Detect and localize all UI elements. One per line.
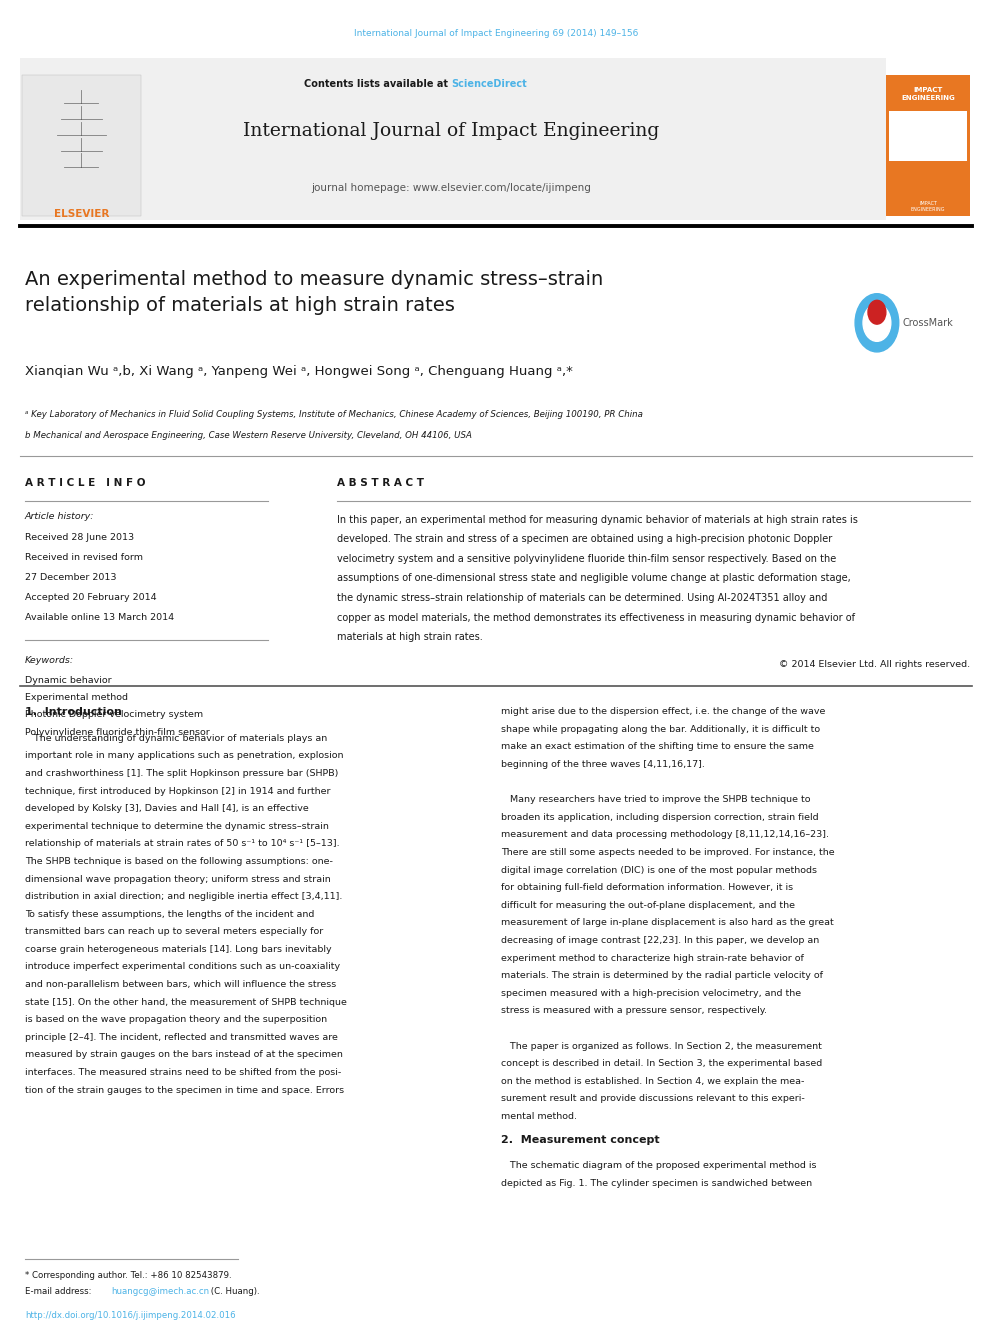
Text: interfaces. The measured strains need to be shifted from the posi-: interfaces. The measured strains need to… xyxy=(25,1068,341,1077)
Text: broaden its application, including dispersion correction, strain field: broaden its application, including dispe… xyxy=(501,812,818,822)
Text: Keywords:: Keywords: xyxy=(25,656,74,665)
Text: dimensional wave propagation theory; uniform stress and strain: dimensional wave propagation theory; uni… xyxy=(25,875,330,884)
Text: International Journal of Impact Engineering 69 (2014) 149–156: International Journal of Impact Engineer… xyxy=(354,29,638,38)
Text: difficult for measuring the out-of-plane displacement, and the: difficult for measuring the out-of-plane… xyxy=(501,901,795,910)
Text: measured by strain gauges on the bars instead of at the specimen: measured by strain gauges on the bars in… xyxy=(25,1050,342,1060)
Text: Many researchers have tried to improve the SHPB technique to: Many researchers have tried to improve t… xyxy=(501,795,810,804)
Text: Xianqian Wu ᵃ,b, Xi Wang ᵃ, Yanpeng Wei ᵃ, Hongwei Song ᵃ, Chenguang Huang ᵃ,*: Xianqian Wu ᵃ,b, Xi Wang ᵃ, Yanpeng Wei … xyxy=(25,365,572,378)
Text: A B S T R A C T: A B S T R A C T xyxy=(337,478,425,488)
Text: (C. Huang).: (C. Huang). xyxy=(208,1287,260,1297)
Text: 2.  Measurement concept: 2. Measurement concept xyxy=(501,1135,660,1144)
Text: Received 28 June 2013: Received 28 June 2013 xyxy=(25,533,134,542)
Text: The understanding of dynamic behavior of materials plays an: The understanding of dynamic behavior of… xyxy=(25,734,327,742)
Text: http://dx.doi.org/10.1016/j.ijimpeng.2014.02.016: http://dx.doi.org/10.1016/j.ijimpeng.201… xyxy=(25,1311,235,1320)
Text: A R T I C L E   I N F O: A R T I C L E I N F O xyxy=(25,478,145,488)
Text: measurement and data processing methodology [8,11,12,14,16–23].: measurement and data processing methodol… xyxy=(501,831,829,840)
Text: copper as model materials, the method demonstrates its effectiveness in measurin: copper as model materials, the method de… xyxy=(337,613,855,623)
Text: Dynamic behavior: Dynamic behavior xyxy=(25,676,111,685)
Text: coarse grain heterogeneous materials [14]. Long bars inevitably: coarse grain heterogeneous materials [14… xyxy=(25,945,331,954)
Text: IMPACT
ENGINEERING: IMPACT ENGINEERING xyxy=(911,201,945,212)
Text: The paper is organized as follows. In Section 2, the measurement: The paper is organized as follows. In Se… xyxy=(501,1041,821,1050)
Text: huangcg@imech.ac.cn: huangcg@imech.ac.cn xyxy=(111,1287,209,1297)
Text: specimen measured with a high-precision velocimetry, and the: specimen measured with a high-precision … xyxy=(501,988,802,998)
Text: developed by Kolsky [3], Davies and Hall [4], is an effective: developed by Kolsky [3], Davies and Hall… xyxy=(25,804,309,814)
Text: experiment method to characterize high strain-rate behavior of: experiment method to characterize high s… xyxy=(501,954,804,963)
Bar xyxy=(20,58,886,220)
Text: the dynamic stress–strain relationship of materials can be determined. Using Al-: the dynamic stress–strain relationship o… xyxy=(337,593,827,603)
Text: © 2014 Elsevier Ltd. All rights reserved.: © 2014 Elsevier Ltd. All rights reserved… xyxy=(779,660,970,668)
Text: stress is measured with a pressure sensor, respectively.: stress is measured with a pressure senso… xyxy=(501,1007,767,1016)
Text: concept is described in detail. In Section 3, the experimental based: concept is described in detail. In Secti… xyxy=(501,1060,822,1068)
Text: experimental technique to determine the dynamic stress–strain: experimental technique to determine the … xyxy=(25,822,328,831)
Text: Photonic Doppler velocimetry system: Photonic Doppler velocimetry system xyxy=(25,710,203,720)
Text: might arise due to the dispersion effect, i.e. the change of the wave: might arise due to the dispersion effect… xyxy=(501,708,825,716)
Text: IMPACT
ENGINEERING: IMPACT ENGINEERING xyxy=(901,87,955,101)
Circle shape xyxy=(863,304,891,341)
Text: beginning of the three waves [4,11,16,17].: beginning of the three waves [4,11,16,17… xyxy=(501,759,705,769)
Text: materials at high strain rates.: materials at high strain rates. xyxy=(337,632,483,642)
Text: journal homepage: www.elsevier.com/locate/ijimpeng: journal homepage: www.elsevier.com/locat… xyxy=(311,183,591,193)
Circle shape xyxy=(868,300,886,324)
Text: CrossMark: CrossMark xyxy=(903,318,953,328)
Text: assumptions of one-dimensional stress state and negligible volume change at plas: assumptions of one-dimensional stress st… xyxy=(337,573,851,583)
Text: Accepted 20 February 2014: Accepted 20 February 2014 xyxy=(25,593,157,602)
Text: introduce imperfect experimental conditions such as un-coaxiality: introduce imperfect experimental conditi… xyxy=(25,962,340,971)
Text: b Mechanical and Aerospace Engineering, Case Western Reserve University, Clevela: b Mechanical and Aerospace Engineering, … xyxy=(25,431,471,441)
Text: surement result and provide discussions relevant to this experi-: surement result and provide discussions … xyxy=(501,1094,805,1103)
Text: for obtaining full-field deformation information. However, it is: for obtaining full-field deformation inf… xyxy=(501,884,793,892)
Text: Article history:: Article history: xyxy=(25,512,94,521)
Text: important role in many applications such as penetration, explosion: important role in many applications such… xyxy=(25,751,343,761)
Text: is based on the wave propagation theory and the superposition: is based on the wave propagation theory … xyxy=(25,1015,327,1024)
Text: distribution in axial direction; and negligible inertia effect [3,4,11].: distribution in axial direction; and neg… xyxy=(25,892,342,901)
Text: The SHPB technique is based on the following assumptions: one-: The SHPB technique is based on the follo… xyxy=(25,857,332,867)
Text: tion of the strain gauges to the specimen in time and space. Errors: tion of the strain gauges to the specime… xyxy=(25,1086,344,1094)
Circle shape xyxy=(855,294,899,352)
Text: state [15]. On the other hand, the measurement of SHPB technique: state [15]. On the other hand, the measu… xyxy=(25,998,346,1007)
Text: shape while propagating along the bar. Additionally, it is difficult to: shape while propagating along the bar. A… xyxy=(501,725,820,734)
Text: 1.  Introduction: 1. Introduction xyxy=(25,708,122,717)
Text: make an exact estimation of the shifting time to ensure the same: make an exact estimation of the shifting… xyxy=(501,742,813,751)
Text: velocimetry system and a sensitive polyvinylidene fluoride thin-film sensor resp: velocimetry system and a sensitive polyv… xyxy=(337,554,836,564)
Text: In this paper, an experimental method for measuring dynamic behavior of material: In this paper, an experimental method fo… xyxy=(337,515,858,525)
Text: Experimental method: Experimental method xyxy=(25,693,128,703)
Bar xyxy=(886,75,970,216)
Text: There are still some aspects needed to be improved. For instance, the: There are still some aspects needed to b… xyxy=(501,848,834,857)
Text: To satisfy these assumptions, the lengths of the incident and: To satisfy these assumptions, the length… xyxy=(25,910,314,918)
Text: ᵃ Key Laboratory of Mechanics in Fluid Solid Coupling Systems, Institute of Mech: ᵃ Key Laboratory of Mechanics in Fluid S… xyxy=(25,410,643,419)
Text: mental method.: mental method. xyxy=(501,1111,577,1121)
Text: depicted as Fig. 1. The cylinder specimen is sandwiched between: depicted as Fig. 1. The cylinder specime… xyxy=(501,1179,812,1188)
Text: decreasing of image contrast [22,23]. In this paper, we develop an: decreasing of image contrast [22,23]. In… xyxy=(501,935,819,945)
Text: digital image correlation (DIC) is one of the most popular methods: digital image correlation (DIC) is one o… xyxy=(501,865,817,875)
Text: technique, first introduced by Hopkinson [2] in 1914 and further: technique, first introduced by Hopkinson… xyxy=(25,786,330,795)
Text: ELSEVIER: ELSEVIER xyxy=(54,209,109,220)
Text: ScienceDirect: ScienceDirect xyxy=(451,79,527,90)
Text: on the method is established. In Section 4, we explain the mea-: on the method is established. In Section… xyxy=(501,1077,805,1086)
Text: principle [2–4]. The incident, reflected and transmitted waves are: principle [2–4]. The incident, reflected… xyxy=(25,1033,337,1043)
Bar xyxy=(889,111,967,161)
Text: materials. The strain is determined by the radial particle velocity of: materials. The strain is determined by t… xyxy=(501,971,823,980)
Text: and crashworthiness [1]. The split Hopkinson pressure bar (SHPB): and crashworthiness [1]. The split Hopki… xyxy=(25,769,338,778)
Text: Available online 13 March 2014: Available online 13 March 2014 xyxy=(25,613,174,622)
Text: and non-parallelism between bars, which will influence the stress: and non-parallelism between bars, which … xyxy=(25,980,336,990)
Text: International Journal of Impact Engineering: International Journal of Impact Engineer… xyxy=(243,122,660,140)
Text: Polyvinylidene fluoride thin-film sensor: Polyvinylidene fluoride thin-film sensor xyxy=(25,728,209,737)
Bar xyxy=(22,75,141,216)
Text: developed. The strain and stress of a specimen are obtained using a high-precisi: developed. The strain and stress of a sp… xyxy=(337,534,832,544)
Text: An experimental method to measure dynamic stress–strain
relationship of material: An experimental method to measure dynami… xyxy=(25,270,603,315)
Text: The schematic diagram of the proposed experimental method is: The schematic diagram of the proposed ex… xyxy=(501,1162,816,1171)
Text: measurement of large in-plane displacement is also hard as the great: measurement of large in-plane displaceme… xyxy=(501,918,833,927)
Text: E-mail address:: E-mail address: xyxy=(25,1287,94,1297)
Text: Contents lists available at: Contents lists available at xyxy=(304,79,451,90)
Text: * Corresponding author. Tel.: +86 10 82543879.: * Corresponding author. Tel.: +86 10 825… xyxy=(25,1271,231,1281)
Text: 27 December 2013: 27 December 2013 xyxy=(25,573,116,582)
Text: Received in revised form: Received in revised form xyxy=(25,553,143,562)
Text: relationship of materials at strain rates of 50 s⁻¹ to 10⁴ s⁻¹ [5–13].: relationship of materials at strain rate… xyxy=(25,839,339,848)
Text: transmitted bars can reach up to several meters especially for: transmitted bars can reach up to several… xyxy=(25,927,323,937)
